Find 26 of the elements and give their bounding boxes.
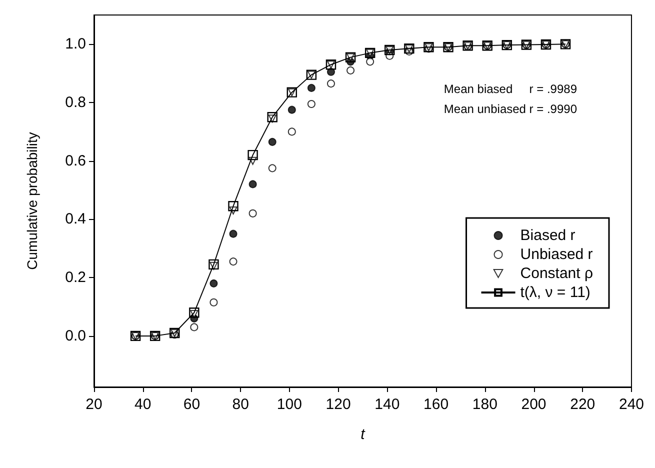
x-tick-label: 240 [618, 396, 644, 413]
y-tick-label: 0.6 [65, 152, 86, 170]
x-tick-label: 40 [134, 396, 152, 413]
y-tick-label: 0.0 [65, 327, 86, 344]
legend-label: Biased r [520, 227, 576, 244]
x-tick-label: 200 [521, 396, 546, 413]
legend-label: Unbiased r [520, 246, 593, 263]
x-tick-label: 220 [570, 396, 596, 413]
y-tick-label: 0.2 [65, 269, 86, 286]
x-tick-label: 180 [472, 396, 498, 413]
x-tick-label: 100 [276, 396, 302, 413]
y-tick-label: 1.0 [65, 36, 86, 53]
x-tick-label: 120 [326, 396, 351, 413]
x-tick-label: 140 [374, 396, 400, 413]
legend-label: t(λ, ν = 11) [520, 284, 590, 301]
y-tick-label: 0.4 [65, 210, 86, 228]
annotation: Mean biased r = .9989 [444, 82, 578, 96]
y-axis-title: Cumulative probability [24, 132, 40, 270]
annotation: Mean unbiased r = .9990 [444, 102, 578, 116]
x-tick-label: 20 [86, 396, 102, 413]
x-tick-label: 60 [183, 396, 200, 413]
x-tick-label: 160 [424, 396, 449, 413]
x-axis-title: t [360, 426, 366, 443]
y-tick-label: 0.8 [65, 94, 86, 112]
x-tick-label: 80 [232, 396, 249, 413]
legend-label: Constant ρ [520, 265, 594, 282]
